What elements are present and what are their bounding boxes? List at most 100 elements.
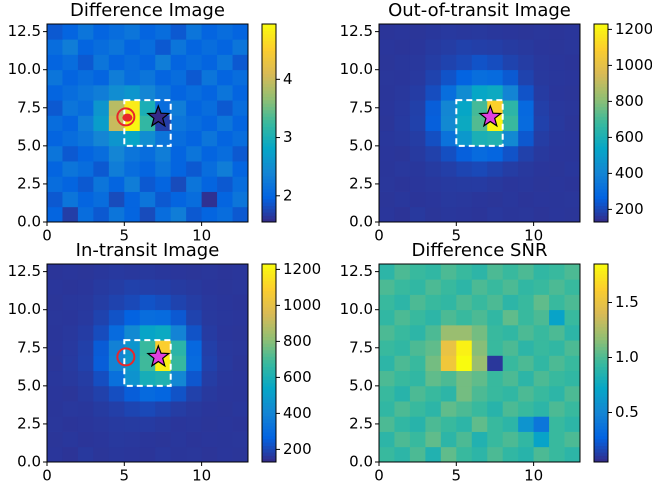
heatmap-cell [394,39,410,55]
heatmap-cell [78,70,94,86]
heatmap-cell [456,207,472,223]
colorbar-segment [262,403,276,407]
heatmap-cell [186,264,202,280]
heatmap-cell [410,192,426,208]
colorbar-segment [262,314,276,318]
colorbar-segment [262,300,276,304]
colorbar-segment [594,27,608,31]
colorbar-segment [594,146,608,150]
heatmap-cell [425,24,441,40]
heatmap-cell [202,264,218,280]
heatmap-cell [47,54,63,70]
colorbar-segment [594,113,608,117]
heatmap-cell [503,294,519,310]
y-tick-label: 2.5 [17,414,41,432]
heatmap-cell [78,54,94,70]
heatmap-cell [202,131,218,147]
colorbar-segment [262,386,276,390]
heatmap-cell [534,340,550,356]
heatmap-cell [565,146,581,162]
heatmap-cell [441,207,457,223]
heatmap-cell [155,39,171,55]
heatmap-cell [217,70,233,86]
colorbar-segment [594,116,608,120]
heatmap-cell [217,207,233,223]
heatmap-cell [78,207,94,223]
heatmap-cell [441,131,457,147]
heatmap-cell [410,54,426,70]
colorbar-segment [262,34,276,38]
heatmap-cell [534,355,550,371]
colorbar-tick-label: 3 [283,128,293,146]
heatmap-cell [233,39,249,55]
heatmap-cell [425,416,441,432]
heatmap-cell [124,39,140,55]
heatmap-cell [109,24,125,40]
colorbar-tick-label: 1000 [615,56,652,74]
heatmap-cell [487,39,503,55]
heatmap-cell [202,207,218,223]
heatmap-cell [441,264,457,280]
heatmap-cell [534,54,550,70]
heatmap-cell [503,325,519,341]
heatmap-cell [441,70,457,86]
heatmap-cell [62,100,78,116]
colorbar-segment [262,330,276,334]
heatmap-cell [140,192,156,208]
heatmap-cell [124,386,140,402]
heatmap-cell [565,386,581,402]
heatmap-cell [549,294,565,310]
colorbar-segment [262,370,276,374]
heatmap-cell [109,131,125,147]
heatmap-cell [549,416,565,432]
colorbar-segment [594,436,608,440]
colorbar-segment [262,267,276,271]
heatmap-cell [93,85,109,101]
heatmap-cell [565,70,581,86]
heatmap-cell [518,192,534,208]
colorbar-segment [594,314,608,318]
colorbar-segment [262,70,276,74]
colorbar-segment [262,429,276,433]
colorbar-segment [262,83,276,87]
colorbar-segment [262,44,276,48]
heatmap-cell [109,264,125,280]
heatmap-cell [549,131,565,147]
heatmap-cell [93,70,109,86]
heatmap-cell [456,24,472,40]
heatmap-cell [233,54,249,70]
colorbar-segment [594,396,608,400]
heatmap-cell [186,401,202,417]
colorbar-segment [262,37,276,41]
heatmap-cell [217,310,233,326]
heatmap-cell [78,310,94,326]
heatmap-cell [78,176,94,192]
heatmap-cell [472,355,488,371]
heatmap-cell [140,310,156,326]
heatmap-cell [565,264,581,280]
heatmap-cell [472,294,488,310]
colorbar-segment [594,370,608,374]
heatmap-cell [487,161,503,177]
heatmap-cell [217,146,233,162]
colorbar-segment [594,212,608,216]
heatmap-cell [47,447,63,463]
colorbar-segment [262,189,276,193]
heatmap-cell [503,401,519,417]
heatmap-cell [518,176,534,192]
heatmap-cell [456,355,472,371]
heatmap-cell [171,85,187,101]
colorbar-segment [594,452,608,456]
panel-title: Difference Image [70,0,225,21]
heatmap-cell [109,432,125,448]
heatmap-cell [534,371,550,387]
heatmap-cell [93,294,109,310]
heatmap-cell [487,355,503,371]
heatmap-cell [78,100,94,116]
heatmap-cell [565,447,581,463]
heatmap-cell [472,279,488,295]
heatmap-cell [456,115,472,131]
heatmap-cell [518,161,534,177]
heatmap-cell [62,432,78,448]
heatmap-cell [202,447,218,463]
